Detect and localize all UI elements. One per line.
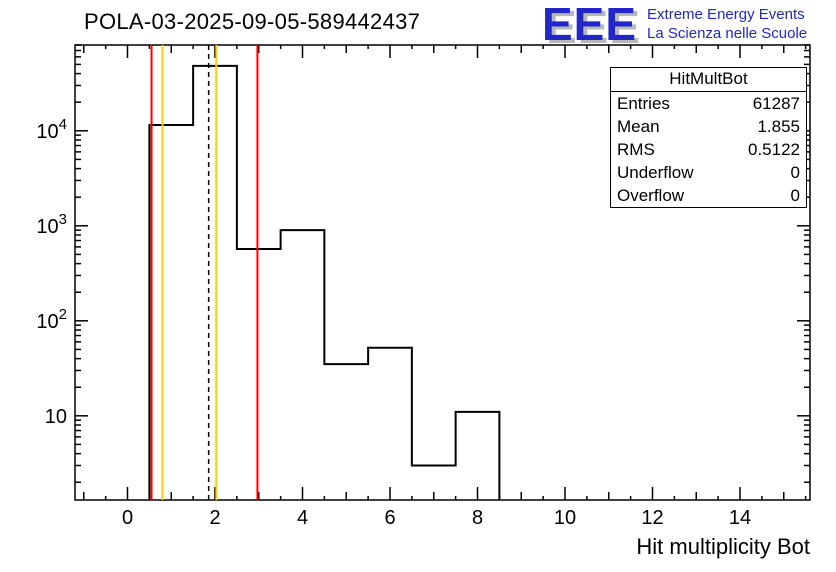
stats-row-value: 1.855 — [757, 117, 800, 136]
x-tick-label: 8 — [472, 507, 483, 529]
stats-row-label: Underflow — [617, 163, 694, 182]
stats-box-rows: Entries 61287 Mean 1.855 RMS 0.5122 Underflow 0… — [611, 92, 806, 207]
plot-frame — [74, 44, 811, 501]
stats-row-label: Overflow — [617, 186, 685, 205]
plot-title: POLA-03-2025-09-05-589442437 — [84, 9, 421, 34]
y-tick-label: 10 — [45, 406, 67, 428]
x-tick-label: 6 — [384, 507, 395, 529]
stats-row-value: 0 — [790, 163, 800, 182]
x-tick-label: 14 — [729, 507, 751, 529]
stats-row-value: 61287 — [752, 94, 800, 113]
stats-row-value: 0.5122 — [748, 140, 800, 159]
eee-logo-line1: Extreme Energy Events — [647, 6, 805, 23]
stats-row: Overflow 0 — [611, 184, 806, 207]
axis-tick-labels: 0 2 4 6 8 10 12 14 10 102 103 104 — [36, 116, 751, 529]
stats-row: RMS 0.5122 — [611, 138, 806, 161]
y-tick-label: 103 — [36, 211, 67, 238]
eee-logo-line2: La Scienza nelle Scuole — [647, 25, 808, 42]
x-tick-label: 12 — [641, 507, 663, 529]
x-tick-label: 10 — [554, 507, 576, 529]
stats-row: Underflow 0 — [611, 161, 806, 184]
eee-logo-acronym: EEE — [542, 0, 638, 50]
stats-row-label: Entries — [617, 94, 670, 113]
y-tick-label: 102 — [36, 306, 67, 333]
stats-row: Entries 61287 — [611, 92, 806, 115]
y-tick-label: 104 — [36, 116, 67, 143]
histogram-outline — [148, 64, 501, 500]
eee-logo-text: Extreme Energy Events La Scienza nelle S… — [647, 5, 807, 43]
x-tick-label: 0 — [122, 507, 133, 529]
stats-box-title: HitMultBot — [611, 68, 806, 92]
marker-lines — [150, 45, 259, 500]
stats-row-label: RMS — [617, 140, 655, 159]
stats-row-label: Mean — [617, 117, 660, 136]
stats-row: Mean 1.855 — [611, 115, 806, 138]
eee-logo: EEE Extreme Energy Events La Scienza nel… — [542, 0, 807, 50]
x-tick-label: 4 — [297, 507, 308, 529]
histogram-steps — [148, 64, 501, 500]
stats-row-value: 0 — [790, 186, 800, 205]
x-tick-label: 2 — [209, 507, 220, 529]
stats-box: HitMultBot Entries 61287 Mean 1.855 RMS 0.512… — [610, 67, 807, 208]
x-axis-title: Hit multiplicity Bot — [636, 534, 810, 559]
